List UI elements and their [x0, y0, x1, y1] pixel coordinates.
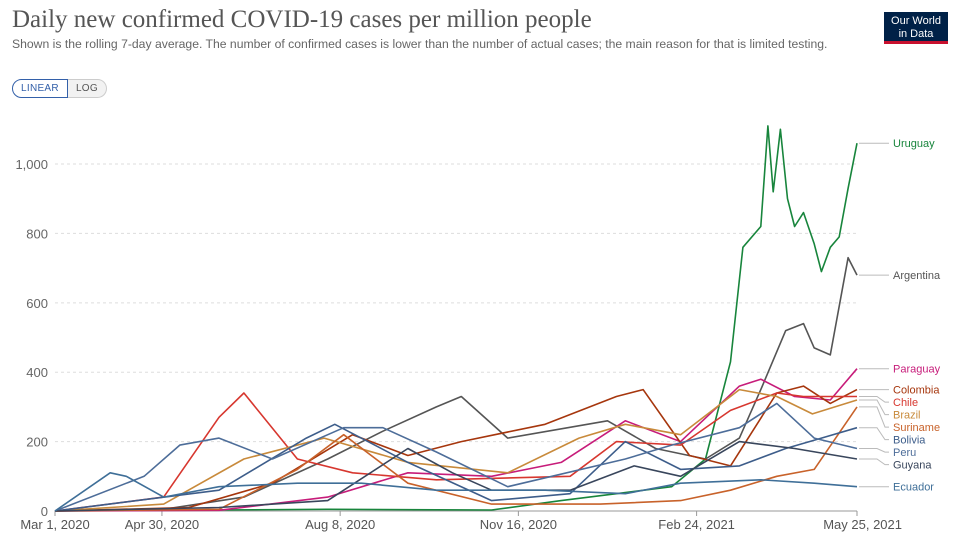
x-tick-label: Feb 24, 2021: [658, 517, 735, 532]
log-scale-button[interactable]: LOG: [67, 79, 107, 98]
y-tick-label: 600: [26, 296, 48, 311]
series-label-uruguay: Uruguay: [893, 138, 935, 150]
x-tick-label: Nov 16, 2020: [480, 517, 557, 532]
series-label-colombia: Colombia: [893, 385, 940, 397]
x-tick-label: May 25, 2021: [823, 517, 902, 532]
series-label-chile: Chile: [893, 397, 918, 409]
owid-logo[interactable]: Our World in Data: [884, 12, 948, 44]
series-line-uruguay: [54, 125, 858, 512]
series-line-colombia: [54, 385, 858, 512]
label-connector: [859, 399, 889, 416]
chart-subtitle: Shown is the rolling 7-day average. The …: [12, 37, 828, 51]
label-connector: [859, 406, 889, 428]
series-label-argentina: Argentina: [893, 270, 941, 282]
series-label-brazil: Brazil: [893, 410, 921, 422]
x-tick-label: Aug 8, 2020: [305, 517, 375, 532]
label-connector: [859, 448, 889, 453]
linear-scale-button[interactable]: LINEAR: [12, 79, 68, 98]
y-tick-label: 0: [41, 504, 48, 519]
series-line-paraguay: [54, 368, 858, 512]
series-label-paraguay: Paraguay: [893, 364, 941, 376]
series-label-bolivia: Bolivia: [893, 435, 926, 447]
series-line-argentina: [54, 256, 858, 512]
x-tick-label: Mar 1, 2020: [20, 517, 89, 532]
y-tick-label: 800: [26, 226, 48, 241]
label-connector: [859, 427, 889, 441]
series-label-suriname: Suriname: [893, 422, 940, 434]
y-tick-label: 200: [26, 435, 48, 450]
logo-line-2: in Data: [898, 28, 934, 40]
series-line-bolivia: [54, 423, 858, 512]
logo-line-1: Our World: [891, 15, 941, 27]
series-label-peru: Peru: [893, 447, 916, 459]
series-line-guyana: [54, 440, 858, 512]
label-connector: [859, 396, 889, 403]
chart-title: Daily new confirmed COVID-19 cases per m…: [12, 6, 592, 33]
series-label-guyana: Guyana: [893, 460, 932, 472]
series-line-peru: [54, 402, 858, 512]
y-tick-label: 400: [26, 365, 48, 380]
scale-toggle: LINEAR LOG: [12, 79, 107, 98]
series-line-ecuador: [54, 471, 858, 512]
series-line-suriname: [54, 406, 858, 512]
x-tick-label: Apr 30, 2020: [125, 517, 199, 532]
series-line-brazil: [54, 388, 858, 512]
series-line-chile: [54, 392, 857, 512]
label-connector: [859, 458, 889, 466]
series-label-ecuador: Ecuador: [893, 482, 934, 494]
y-tick-label: 1,000: [15, 157, 48, 172]
